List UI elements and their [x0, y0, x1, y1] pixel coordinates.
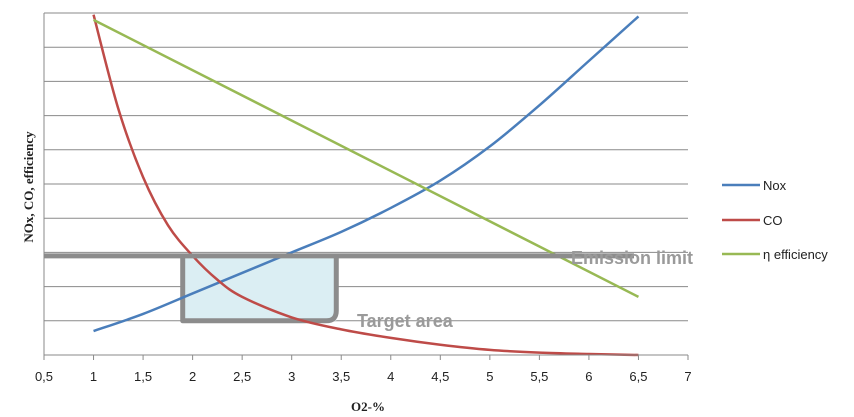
series-line-2 — [92, 14, 639, 357]
target-area-label: Target area — [357, 311, 454, 331]
series-lines — [92, 14, 640, 357]
x-tick-label: 1,5 — [134, 369, 152, 384]
series-line-1 — [93, 15, 640, 333]
legend: Nox CO η efficiency — [722, 178, 828, 262]
y-axis-title: NOx, CO, efficiency — [21, 131, 36, 243]
x-tick-label: 5,5 — [530, 369, 548, 384]
target-area-outline — [180, 255, 339, 324]
series-line-3 — [92, 18, 640, 298]
x-tick-label: 3 — [288, 369, 295, 384]
x-tick-label: 2,5 — [233, 369, 251, 384]
x-tick-label: 3,5 — [332, 369, 350, 384]
x-tick-label: 4,5 — [431, 369, 449, 384]
x-tick-label: 5 — [486, 369, 493, 384]
legend-label-2: CO — [763, 213, 783, 228]
gridlines — [44, 12, 688, 322]
x-tick-label: 2 — [189, 369, 196, 384]
emission-limit-label: Emission limit — [571, 248, 693, 268]
x-axis-title: O2-% — [351, 399, 385, 414]
x-tick-label: 1 — [90, 369, 97, 384]
x-tick-label: 0,5 — [35, 369, 53, 384]
x-tick-label: 6,5 — [629, 369, 647, 384]
x-tick-label: 7 — [684, 369, 691, 384]
x-tick-label: 6 — [585, 369, 592, 384]
legend-label-3: η efficiency — [763, 247, 828, 262]
x-tick-label: 4 — [387, 369, 394, 384]
x-axis: 0,5 1 1,5 2 2,5 3 3,5 4 4,5 5 5,5 6 6,5 7 — [35, 13, 692, 384]
legend-label-1: Nox — [763, 178, 787, 193]
